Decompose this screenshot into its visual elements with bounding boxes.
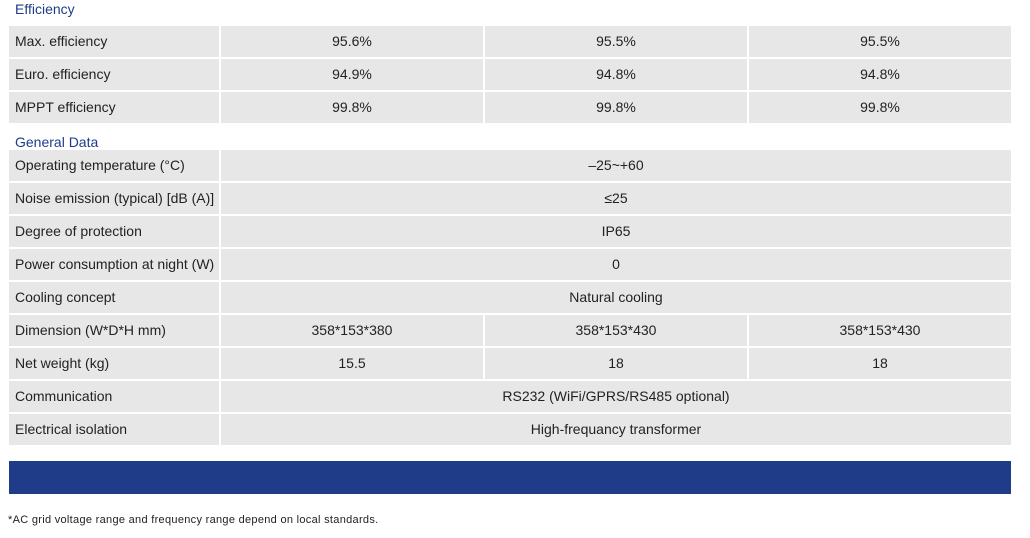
cell: High-frequancy transformer	[221, 414, 1011, 445]
cell: 95.6%	[221, 26, 483, 57]
row-label: Cooling concept	[9, 282, 219, 313]
cell: 358*153*430	[749, 315, 1011, 346]
cell: 99.8%	[485, 92, 747, 123]
cell: 18	[749, 348, 1011, 379]
cell: 94.8%	[485, 59, 747, 90]
cell: 94.9%	[221, 59, 483, 90]
cell: 358*153*380	[221, 315, 483, 346]
cell: 99.8%	[221, 92, 483, 123]
row-label: Max. efficiency	[9, 26, 219, 57]
cell: Natural cooling	[221, 282, 1011, 313]
row-label: Operating temperature (°C)	[9, 150, 219, 181]
cell: 15.5	[221, 348, 483, 379]
row-label: Euro. efficiency	[9, 59, 219, 90]
footnote: *AC grid voltage range and frequency ran…	[8, 514, 379, 526]
row-label: MPPT efficiency	[9, 92, 219, 123]
section-title: General Data	[15, 134, 99, 150]
row-label: Degree of protection	[9, 216, 219, 247]
row-label: Net weight (kg)	[9, 348, 219, 379]
cell: 95.5%	[749, 26, 1011, 57]
cell: IP65	[221, 216, 1011, 247]
cell: 18	[485, 348, 747, 379]
cell: –25~+60	[221, 150, 1011, 181]
row-label: Power consumption at night (W)	[9, 249, 219, 280]
row-label: Noise emission (typical) [dB (A)]	[9, 183, 219, 214]
cell: 99.8%	[749, 92, 1011, 123]
section-title: Efficiency	[15, 1, 75, 17]
footer-bar	[9, 461, 1011, 494]
row-label: Dimension (W*D*H mm)	[9, 315, 219, 346]
cell: ≤25	[221, 183, 1011, 214]
cell: RS232 (WiFi/GPRS/RS485 optional)	[221, 381, 1011, 412]
cell: 94.8%	[749, 59, 1011, 90]
cell: 0	[221, 249, 1011, 280]
cell: 358*153*430	[485, 315, 747, 346]
row-label: Electrical isolation	[9, 414, 219, 445]
row-label: Communication	[9, 381, 219, 412]
cell: 95.5%	[485, 26, 747, 57]
